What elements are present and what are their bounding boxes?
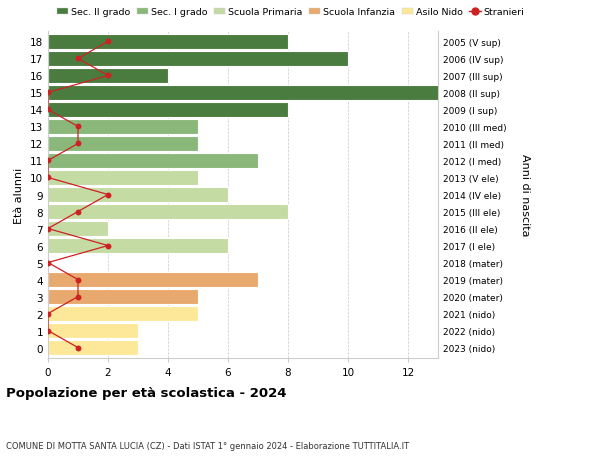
Legend: Sec. II grado, Sec. I grado, Scuola Primaria, Scuola Infanzia, Asilo Nido, Stran: Sec. II grado, Sec. I grado, Scuola Prim… (53, 5, 528, 21)
Point (43, 259, 53, 267)
Bar (48, 205, 288, 219)
Point (73, 208, 83, 216)
Text: COMUNE DI MOTTA SANTA LUCIA (CZ) - Dati ISTAT 1° gennaio 2024 - Elaborazione TUT: COMUNE DI MOTTA SANTA LUCIA (CZ) - Dati … (6, 441, 409, 450)
Point (43, 225, 53, 233)
Point (103, 39, 113, 46)
Point (43, 174, 53, 182)
Bar (48, 35, 288, 50)
Point (103, 191, 113, 199)
Text: Popolazione per età scolastica - 2024: Popolazione per età scolastica - 2024 (6, 386, 287, 399)
Point (73, 56, 83, 63)
Point (43, 90, 53, 97)
Bar (48, 69, 168, 84)
Point (73, 344, 83, 352)
Point (103, 242, 113, 250)
Point (43, 106, 53, 114)
Y-axis label: Anni di nascita: Anni di nascita (520, 154, 530, 236)
Point (73, 140, 83, 148)
Point (73, 123, 83, 131)
Point (73, 276, 83, 284)
Point (43, 157, 53, 165)
Bar (48, 137, 198, 151)
Bar (48, 120, 198, 134)
Bar (48, 86, 498, 101)
Bar (48, 324, 138, 338)
Bar (48, 171, 198, 185)
Point (73, 293, 83, 301)
Bar (48, 239, 228, 253)
Bar (48, 52, 348, 67)
Point (103, 73, 113, 80)
Y-axis label: Età alunni: Età alunni (14, 167, 25, 223)
Bar (48, 307, 198, 321)
Bar (48, 341, 138, 355)
Bar (48, 222, 108, 236)
Bar (48, 103, 288, 118)
Point (43, 327, 53, 335)
Bar (48, 188, 228, 202)
Bar (48, 273, 258, 287)
Point (43, 310, 53, 318)
Bar (48, 290, 198, 304)
Bar (48, 154, 258, 168)
